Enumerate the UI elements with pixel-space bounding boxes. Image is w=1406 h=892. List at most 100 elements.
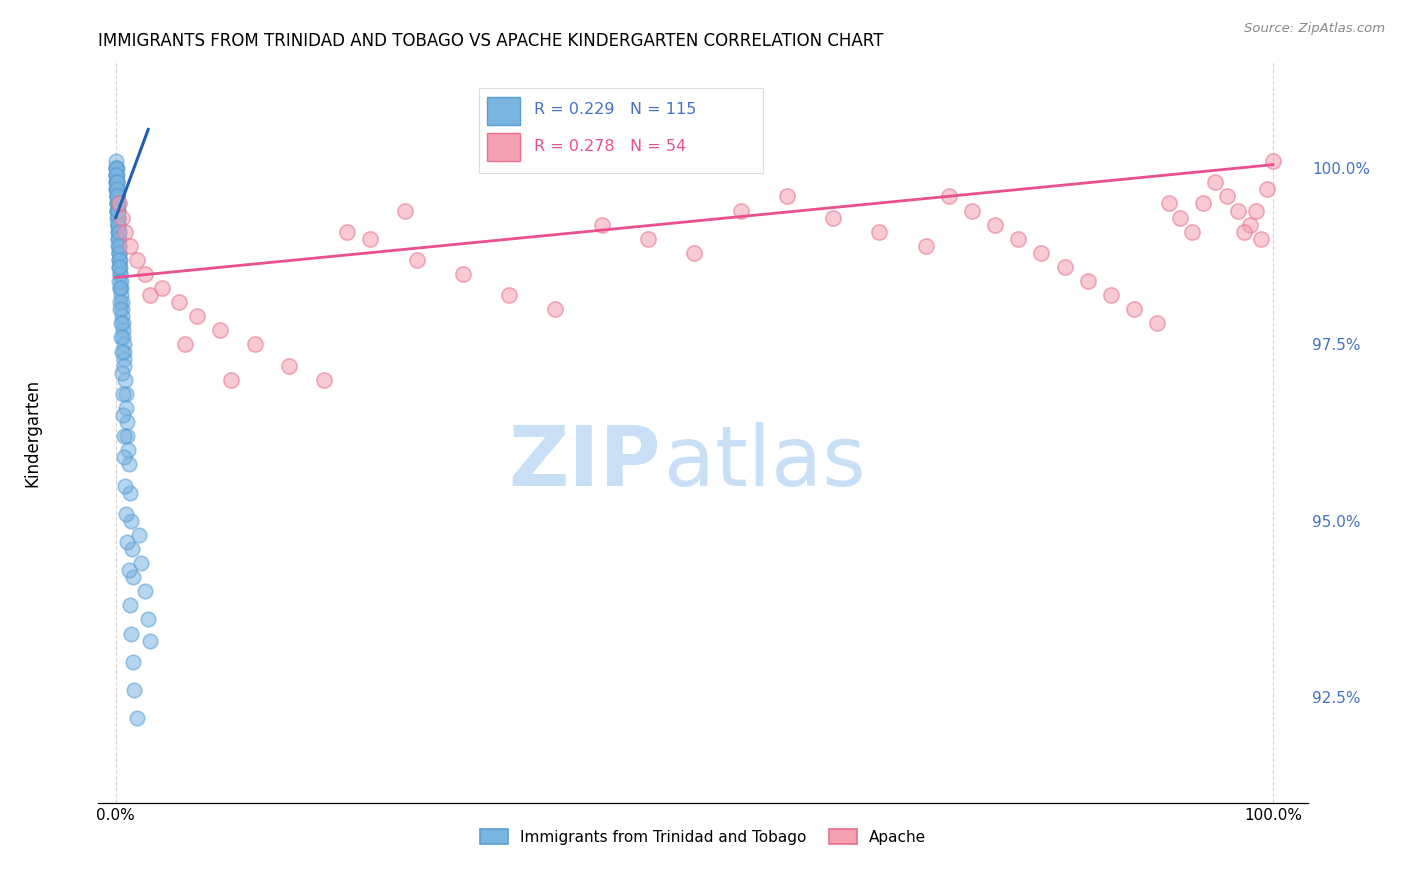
- Point: [105, 175, 128, 189]
- Point: [105, 189, 128, 203]
- Point: [105, 182, 128, 196]
- Point: [107, 218, 129, 232]
- Point: [1031, 245, 1053, 260]
- Point: [451, 267, 474, 281]
- Point: [112, 330, 135, 344]
- Point: [136, 612, 159, 626]
- Point: [1181, 225, 1204, 239]
- Point: [105, 196, 128, 211]
- Point: [120, 514, 142, 528]
- Point: [112, 337, 135, 351]
- Point: [117, 563, 139, 577]
- Text: R = 0.278   N = 54: R = 0.278 N = 54: [534, 138, 686, 153]
- Point: [107, 239, 129, 253]
- Point: [114, 478, 136, 492]
- Point: [110, 295, 132, 310]
- Point: [186, 310, 208, 324]
- Point: [105, 168, 128, 182]
- Point: [107, 211, 129, 225]
- Point: [1157, 196, 1180, 211]
- Point: [938, 189, 960, 203]
- Point: [1168, 211, 1191, 225]
- Point: [107, 225, 129, 239]
- Point: [107, 211, 129, 225]
- Point: [776, 189, 799, 203]
- Point: [115, 507, 138, 521]
- Point: [1227, 203, 1250, 218]
- Point: [1256, 182, 1278, 196]
- Point: [105, 175, 128, 189]
- Point: [1261, 154, 1284, 169]
- Point: [107, 225, 129, 239]
- Point: [591, 218, 613, 232]
- Point: [683, 245, 706, 260]
- Point: [134, 584, 156, 599]
- Text: Kindergarten: Kindergarten: [22, 378, 41, 487]
- Point: [111, 302, 134, 317]
- Text: R = 0.229   N = 115: R = 0.229 N = 115: [534, 102, 696, 117]
- Point: [111, 387, 134, 401]
- Point: [105, 196, 128, 211]
- Point: [105, 189, 128, 203]
- Point: [139, 288, 162, 302]
- Point: [110, 330, 132, 344]
- Point: [359, 232, 381, 246]
- Point: [544, 302, 567, 317]
- Point: [312, 373, 335, 387]
- Point: [112, 429, 135, 443]
- Point: [105, 189, 128, 203]
- Point: [1233, 225, 1256, 239]
- Point: [107, 196, 129, 211]
- Point: [108, 239, 131, 253]
- Point: [111, 366, 134, 380]
- Point: [105, 175, 128, 189]
- Point: [115, 415, 138, 429]
- Point: [125, 252, 148, 267]
- Point: [108, 252, 131, 267]
- Point: [105, 182, 128, 196]
- Point: [914, 239, 936, 253]
- Point: [110, 316, 132, 330]
- Point: [108, 252, 131, 267]
- Point: [243, 337, 266, 351]
- Point: [105, 182, 128, 196]
- Point: [111, 316, 134, 330]
- Point: [108, 281, 131, 295]
- Point: [115, 401, 138, 415]
- FancyBboxPatch shape: [479, 88, 763, 173]
- Point: [114, 359, 136, 373]
- Point: [118, 599, 141, 613]
- Point: [107, 203, 129, 218]
- Text: Source: ZipAtlas.com: Source: ZipAtlas.com: [1244, 22, 1385, 36]
- Point: [823, 211, 845, 225]
- Point: [169, 295, 191, 310]
- Point: [121, 655, 143, 669]
- Point: [110, 274, 132, 288]
- Point: [118, 485, 141, 500]
- Point: [105, 203, 128, 218]
- Point: [730, 203, 752, 218]
- Point: [122, 570, 145, 584]
- Point: [108, 245, 131, 260]
- Point: [128, 528, 150, 542]
- Point: [405, 252, 427, 267]
- Point: [105, 168, 128, 182]
- Point: [105, 203, 128, 218]
- Point: [114, 450, 136, 465]
- Point: [105, 175, 128, 189]
- Point: [112, 408, 135, 422]
- Point: [110, 288, 132, 302]
- Point: [960, 203, 983, 218]
- Point: [110, 281, 132, 295]
- Point: [1215, 189, 1237, 203]
- Point: [150, 281, 173, 295]
- Point: [107, 196, 129, 211]
- Point: [105, 196, 128, 211]
- Point: [1244, 203, 1267, 218]
- Point: [125, 711, 148, 725]
- Point: [112, 351, 135, 366]
- Point: [120, 626, 142, 640]
- Point: [107, 218, 129, 232]
- Point: [221, 373, 243, 387]
- Point: [105, 161, 128, 176]
